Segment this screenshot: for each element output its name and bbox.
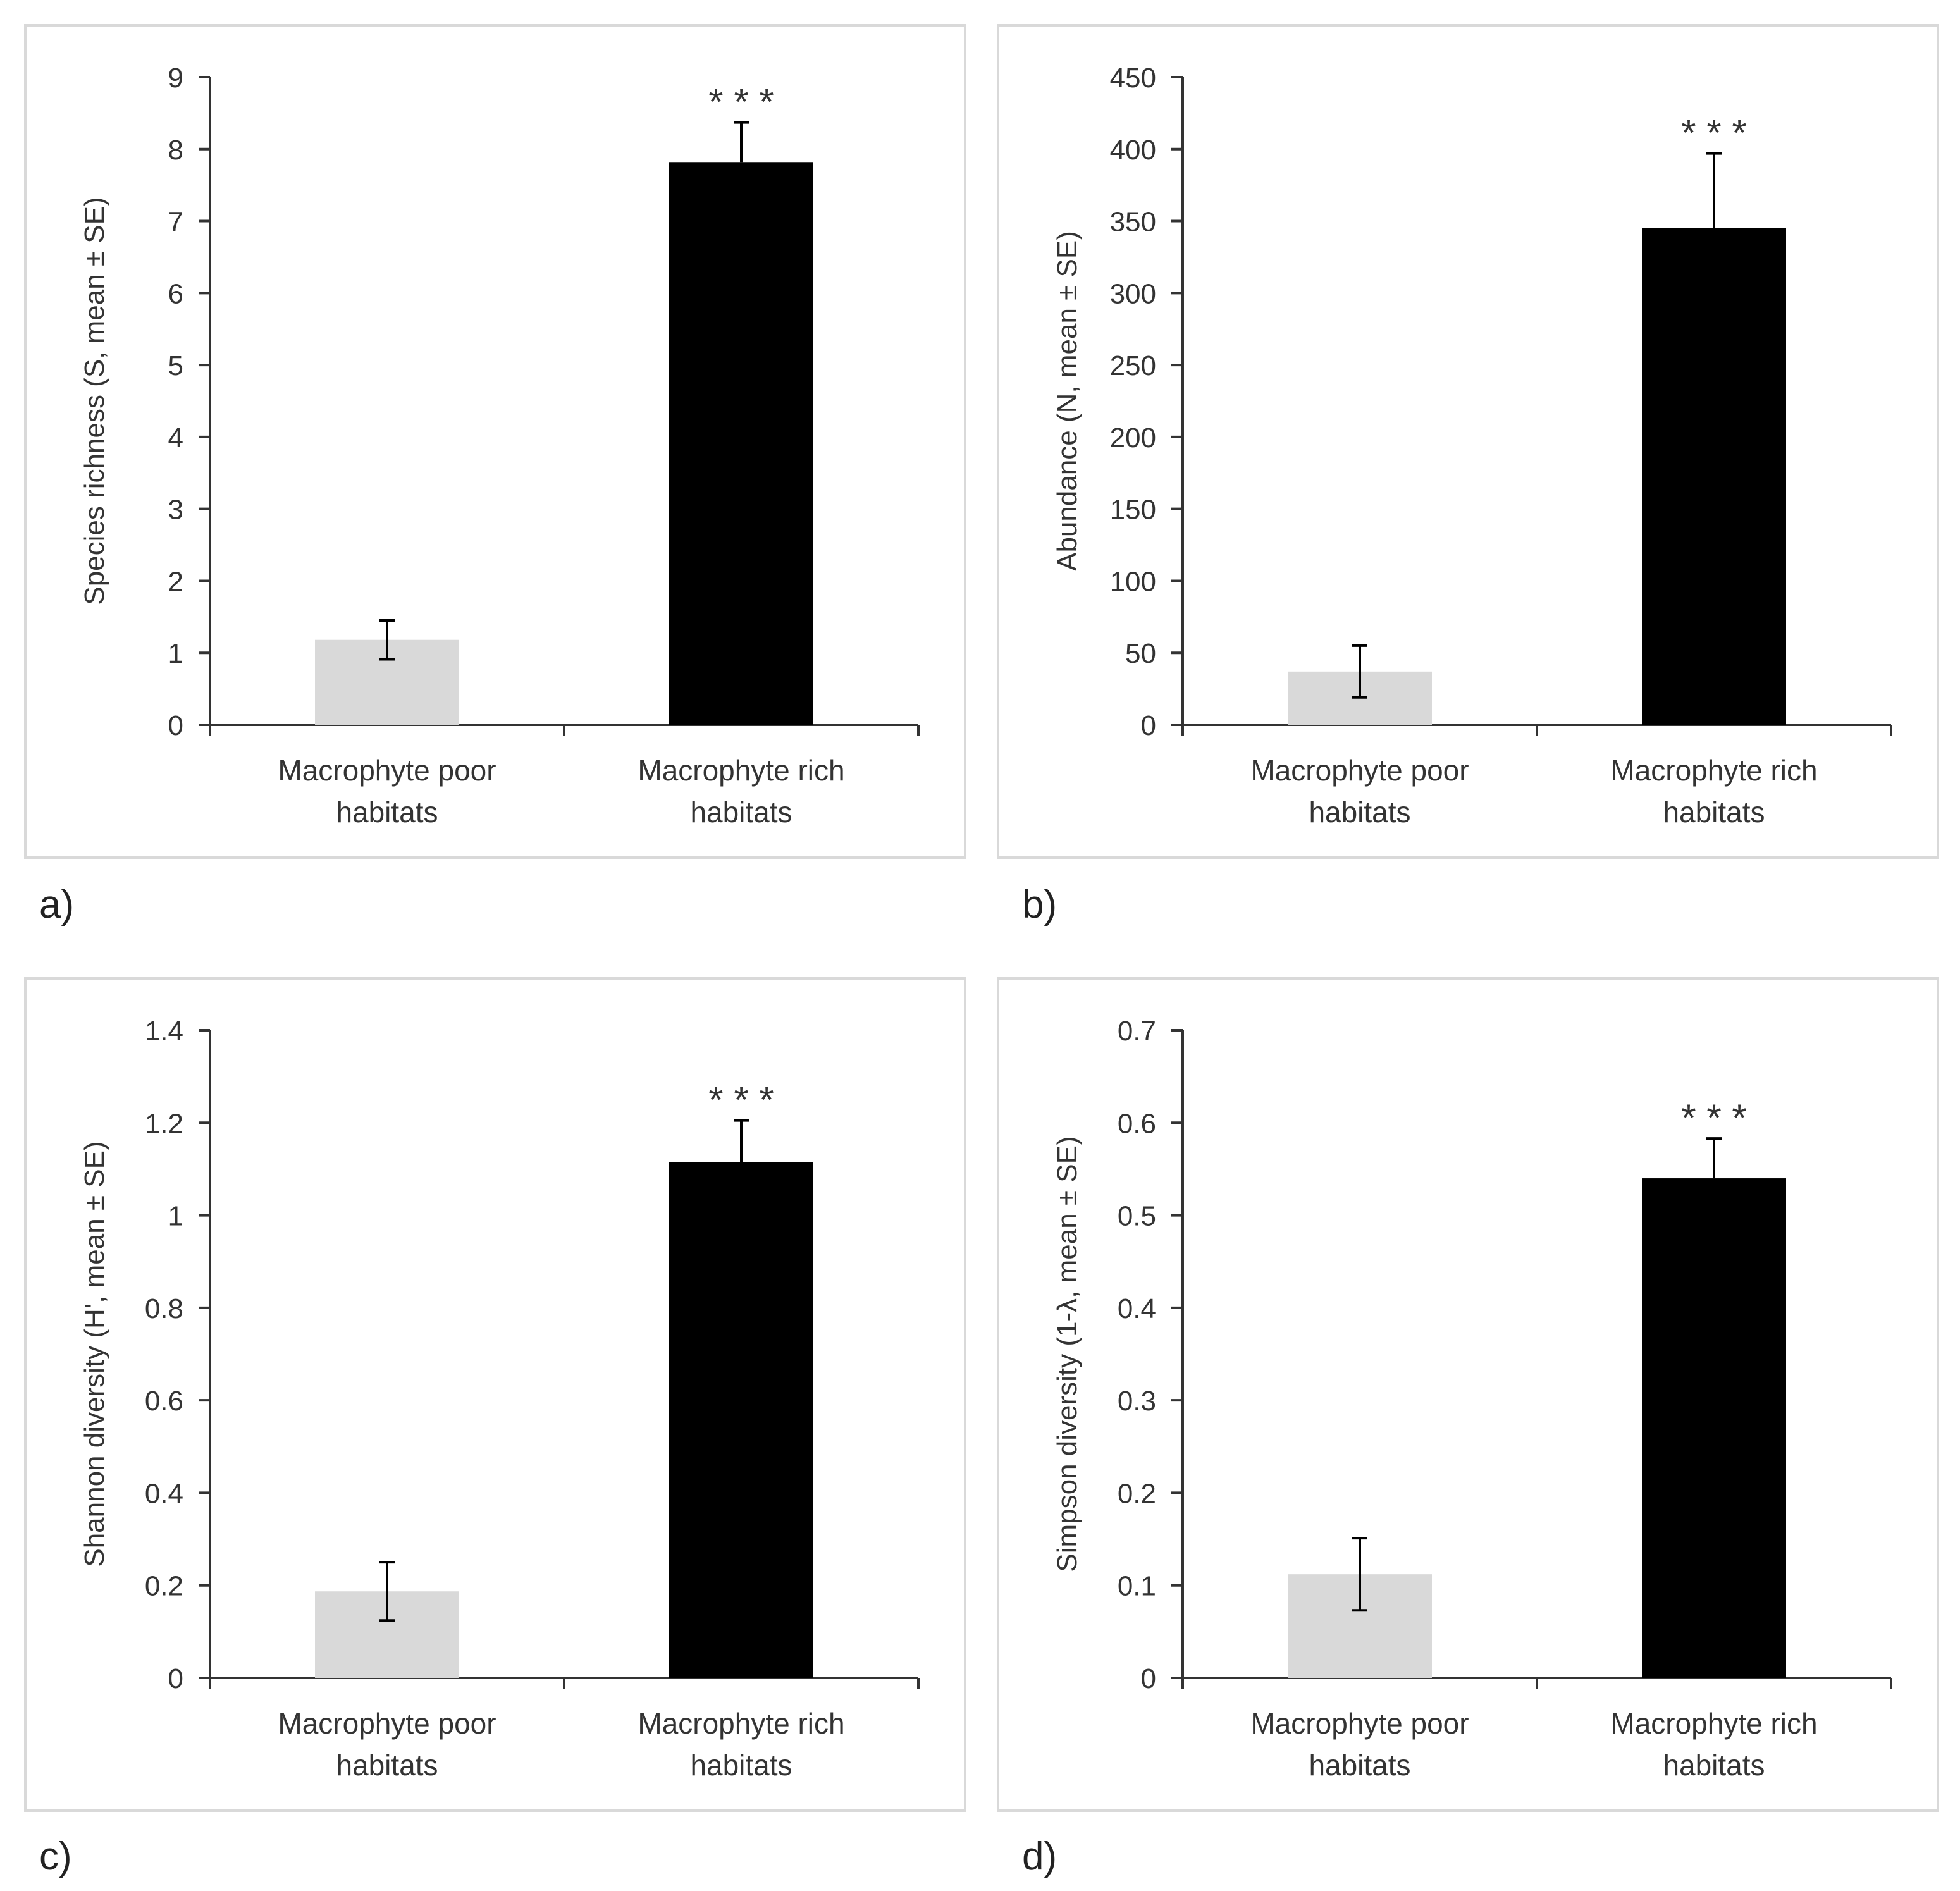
y-tick-label: 0.8 xyxy=(145,1293,183,1324)
y-tick-label: 5 xyxy=(168,350,183,381)
y-tick-label: 7 xyxy=(168,207,183,238)
y-tick-label: 0.6 xyxy=(1118,1108,1156,1139)
y-tick-label: 4 xyxy=(168,422,183,453)
x-tick-label: Macrophyte rich xyxy=(638,754,844,787)
y-tick-label: 0.4 xyxy=(145,1478,183,1509)
x-tick-label: habitats xyxy=(336,796,438,828)
chart-d: 0 0.1 0.2 0.3 0.4 0.5 0.6 0.7 Simpson diversity … xyxy=(1052,1016,1892,1782)
bar-macrophyte-rich xyxy=(1642,228,1786,725)
y-tick-label: 150 xyxy=(1110,495,1156,526)
y-tick-label: 1.4 xyxy=(145,1016,183,1047)
y-tick-label: 0.2 xyxy=(145,1571,183,1602)
y-tick-label: 0 xyxy=(1141,710,1156,741)
y-tick-label: 0.2 xyxy=(1118,1478,1156,1509)
significance-label: * * * xyxy=(708,81,774,123)
significance-label: * * * xyxy=(1681,112,1746,154)
x-tick-label: habitats xyxy=(1309,796,1410,828)
x-tick-label: habitats xyxy=(1663,796,1765,828)
y-tick-label: 0 xyxy=(1141,1663,1156,1694)
panel-letter-a: a) xyxy=(39,883,75,927)
panel-letter-b: b) xyxy=(1022,883,1057,927)
panel-d: 0 0.1 0.2 0.3 0.4 0.5 0.6 0.7 Simpson diversity … xyxy=(997,977,1939,1812)
y-tick-label: 250 xyxy=(1110,350,1156,381)
x-tick-label: Macrophyte poor xyxy=(278,754,496,787)
y-tick-label: 100 xyxy=(1110,566,1156,597)
x-tick-label: habitats xyxy=(1663,1749,1765,1782)
y-tick-label: 350 xyxy=(1110,207,1156,238)
x-tick-label: Macrophyte poor xyxy=(1250,754,1469,787)
significance-label: * * * xyxy=(708,1079,774,1121)
y-tick-label: 0 xyxy=(168,710,183,741)
y-tick-label: 8 xyxy=(168,135,183,166)
y-tick-label: 0.3 xyxy=(1118,1386,1156,1417)
y-tick-label: 6 xyxy=(168,278,183,309)
bar-macrophyte-rich xyxy=(669,1162,813,1678)
y-tick-label: 450 xyxy=(1110,63,1156,94)
chart-a: 0 1 2 3 4 5 6 7 8 9 Species richness (S, mean ± SE… xyxy=(79,63,920,828)
panel-letter-c: c) xyxy=(39,1835,72,1878)
y-axis-label: Shannon diversity (H', mean ± SE) xyxy=(79,1141,110,1567)
y-tick-label: 1.2 xyxy=(145,1108,183,1139)
x-tick-label: Macrophyte poor xyxy=(1250,1707,1469,1740)
y-tick-label: 0.6 xyxy=(145,1386,183,1417)
y-axis-label: Simpson diversity (1-λ, mean ± SE) xyxy=(1052,1136,1083,1572)
x-tick-label: habitats xyxy=(690,796,792,828)
significance-label: * * * xyxy=(1681,1097,1746,1139)
x-tick-label: habitats xyxy=(1309,1749,1410,1782)
y-axis-label: Species richness (S, mean ± SE) xyxy=(79,197,110,605)
chart-b: 0 50 100 150 200 250 300 350 400 450 Abundance (N,… xyxy=(1052,63,1892,828)
y-tick-label: 50 xyxy=(1125,638,1156,669)
y-axis-label: Abundance (N, mean ± SE) xyxy=(1052,231,1083,571)
y-tick-label: 9 xyxy=(168,63,183,94)
panel-a: 0 1 2 3 4 5 6 7 8 9 Species richness (S, mean ± SE… xyxy=(24,24,966,859)
y-tick-label: 2 xyxy=(168,566,183,597)
bar-macrophyte-rich xyxy=(1642,1178,1786,1678)
bar-macrophyte-rich xyxy=(669,162,813,725)
y-tick-label: 400 xyxy=(1110,135,1156,166)
y-tick-label: 0.4 xyxy=(1118,1293,1156,1324)
y-tick-label: 1 xyxy=(168,1201,183,1232)
y-tick-label: 300 xyxy=(1110,278,1156,309)
x-tick-label: Macrophyte rich xyxy=(1610,754,1817,787)
panel-letter-d: d) xyxy=(1022,1835,1057,1878)
x-tick-label: Macrophyte poor xyxy=(278,1707,496,1740)
chart-c: 0 0.2 0.4 0.6 0.8 1 1.2 1.4 Shannon diversity (H… xyxy=(79,1016,920,1782)
panel-c: 0 0.2 0.4 0.6 0.8 1 1.2 1.4 Shannon diversity (H… xyxy=(24,977,966,1812)
x-tick-label: habitats xyxy=(690,1749,792,1782)
y-tick-label: 0.5 xyxy=(1118,1201,1156,1232)
y-tick-label: 0 xyxy=(168,1663,183,1694)
x-tick-label: habitats xyxy=(336,1749,438,1782)
x-tick-label: Macrophyte rich xyxy=(638,1707,844,1740)
y-tick-label: 200 xyxy=(1110,422,1156,453)
x-tick-label: Macrophyte rich xyxy=(1610,1707,1817,1740)
y-tick-label: 1 xyxy=(168,638,183,669)
y-tick-label: 0.7 xyxy=(1118,1016,1156,1047)
y-tick-label: 0.1 xyxy=(1118,1571,1156,1602)
y-tick-label: 3 xyxy=(168,495,183,526)
panel-b: 0 50 100 150 200 250 300 350 400 450 Abundance (N,… xyxy=(997,24,1939,859)
